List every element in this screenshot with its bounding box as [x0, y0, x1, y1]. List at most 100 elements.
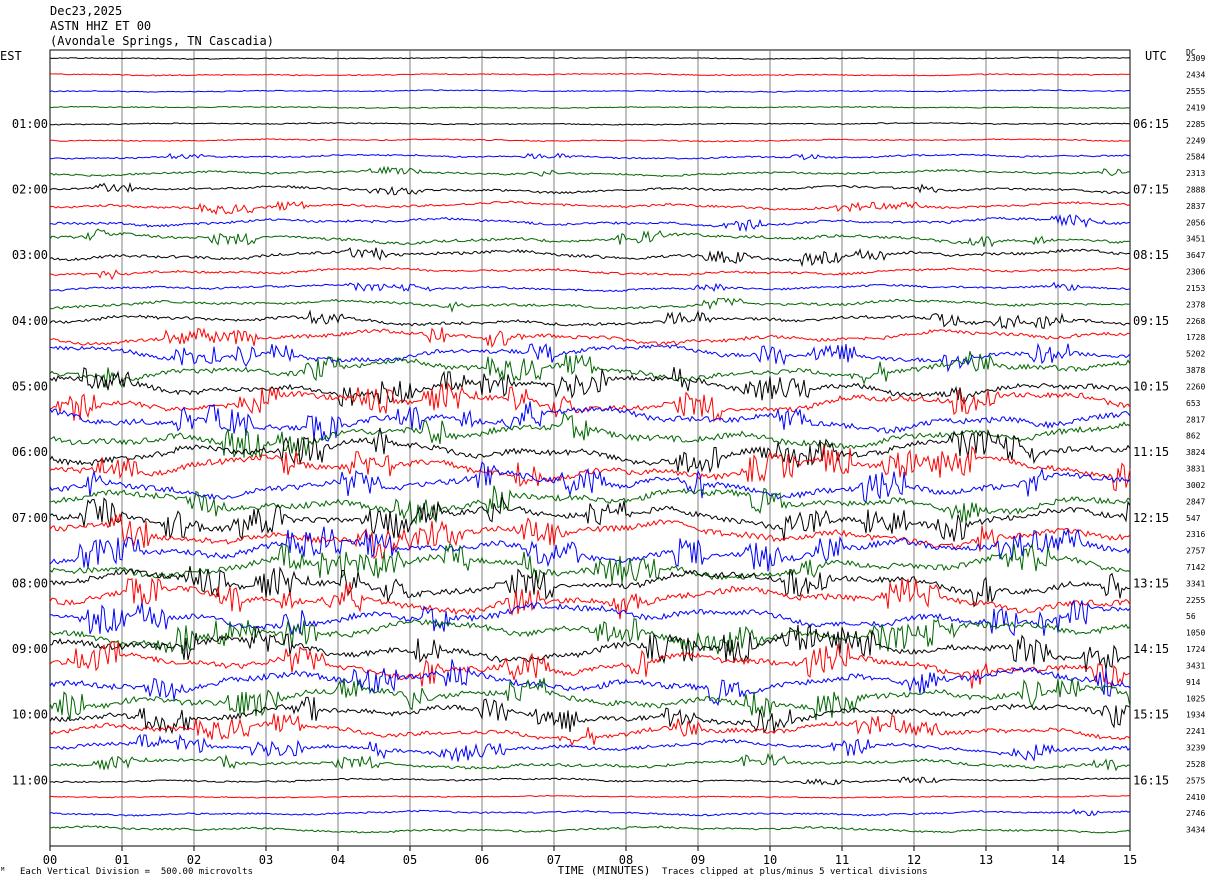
hour-label-est: 04:00 [12, 314, 48, 328]
header-location: (Avondale Springs, TN Cascadia) [50, 34, 274, 48]
trace-line [49, 696, 1131, 735]
trace-line [49, 577, 1131, 620]
dc-offset-label: 5202 [1186, 350, 1205, 359]
dc-offset-label: 1050 [1186, 629, 1205, 638]
trace-line [49, 733, 1131, 762]
hour-label-utc: 06:15 [1133, 117, 1169, 131]
dc-offset-label: 2434 [1186, 71, 1205, 80]
hour-label-utc: 07:15 [1133, 183, 1169, 197]
x-axis-label: TIME (MINUTES) [558, 864, 651, 877]
x-tick-label: 07 [547, 853, 561, 867]
trace-line [50, 599, 1131, 637]
trace-line [49, 105, 1131, 109]
dc-offset-label: 2575 [1186, 776, 1205, 785]
hour-label-utc: 12:15 [1133, 511, 1169, 525]
dc-offset-label: 2260 [1186, 382, 1205, 391]
hour-label-utc: 13:15 [1133, 576, 1169, 590]
hour-label-est: 11:00 [12, 773, 48, 787]
hour-label-utc: 16:15 [1133, 773, 1169, 787]
dc-offset-label: 2056 [1186, 218, 1205, 227]
trace-line [49, 181, 1131, 196]
dc-offset-label: 653 [1186, 399, 1201, 408]
right-zone-label: UTC [1145, 49, 1167, 63]
trace-line [49, 367, 1131, 408]
dc-offset-label: 1724 [1186, 645, 1205, 654]
trace-line [49, 677, 1131, 721]
trace-line [49, 267, 1131, 281]
dc-offset-label: 2249 [1186, 136, 1205, 145]
trace-line [49, 342, 1131, 373]
header-station: ASTN HHZ ET 00 [50, 19, 152, 33]
hour-label-utc: 15:15 [1133, 708, 1169, 722]
dc-offset-label: 2847 [1186, 497, 1205, 506]
trace-line [49, 200, 1131, 216]
x-tick-label: 08 [619, 853, 633, 867]
dc-offset-label: 1934 [1186, 711, 1205, 720]
trace-line [49, 776, 1131, 786]
dc-offset-label: 862 [1186, 432, 1201, 441]
dc-offset-label: 2757 [1186, 547, 1205, 556]
trace-line [49, 752, 1131, 772]
trace-line [49, 513, 1131, 560]
trace-line [49, 794, 1131, 799]
hour-label-est: 08:00 [12, 576, 48, 590]
dc-offset-label: 2316 [1186, 530, 1205, 539]
x-tick-label: 15 [1123, 853, 1137, 867]
trace-line [49, 351, 1131, 389]
trace-line [49, 138, 1131, 143]
x-tick-label: 00 [43, 853, 57, 867]
trace-line [49, 808, 1131, 817]
x-tick-label: 05 [403, 853, 417, 867]
hour-label-utc: 10:15 [1133, 379, 1169, 393]
dc-offset-label: 3878 [1186, 366, 1205, 375]
dc-offset-label: 3341 [1186, 579, 1205, 588]
dc-offset-label: 3431 [1186, 661, 1205, 670]
x-tick-label: 04 [331, 853, 345, 867]
dc-offset-label: 3831 [1186, 465, 1205, 474]
dc-offset-label: 2419 [1186, 103, 1205, 112]
dc-offset-label: 56 [1186, 612, 1196, 621]
trace-line [49, 381, 1131, 423]
trace-line [49, 56, 1131, 60]
dc-offset-label: 1728 [1186, 333, 1205, 342]
trace-line [49, 566, 1131, 608]
trace-line [49, 309, 1131, 330]
footer-mark: ᴹ [0, 867, 6, 877]
dc-offset-label: 2241 [1186, 727, 1205, 736]
dc-offset-label: 3824 [1186, 448, 1205, 457]
dc-offset-label: 1025 [1186, 694, 1205, 703]
dc-offset-label: 2555 [1186, 87, 1205, 96]
x-tick-label: 11 [835, 853, 849, 867]
dc-offset-label: 547 [1186, 514, 1201, 523]
trace-line [49, 485, 1131, 526]
dc-offset-label: 2528 [1186, 760, 1205, 769]
dc-offset-label: 2313 [1186, 169, 1205, 178]
trace-line [50, 623, 1131, 672]
trace-line [49, 460, 1131, 504]
x-tick-label: 12 [907, 853, 921, 867]
trace-line [49, 213, 1131, 233]
trace-line [49, 427, 1131, 474]
dc-offset-label: 2584 [1186, 153, 1205, 162]
dc-offset-label: 2888 [1186, 186, 1205, 195]
x-tick-label: 06 [475, 853, 489, 867]
trace-line [49, 542, 1131, 584]
trace-line [49, 89, 1131, 93]
x-tick-label: 14 [1051, 853, 1065, 867]
dc-offset-label: 3647 [1186, 251, 1205, 260]
hour-label-est: 03:00 [12, 248, 48, 262]
x-tick-label: 10 [763, 853, 777, 867]
x-tick-label: 09 [691, 853, 705, 867]
dc-offset-label: 2817 [1186, 415, 1205, 424]
trace-line [49, 825, 1131, 834]
trace-line [49, 713, 1131, 747]
trace-line [49, 659, 1131, 707]
trace-line [49, 618, 1131, 655]
hour-label-est: 01:00 [12, 117, 48, 131]
trace-line [49, 496, 1131, 542]
left-zone-label: EST [0, 49, 22, 63]
hour-label-utc: 09:15 [1133, 314, 1169, 328]
x-tick-label: 01 [115, 853, 129, 867]
trace-line [49, 640, 1131, 689]
